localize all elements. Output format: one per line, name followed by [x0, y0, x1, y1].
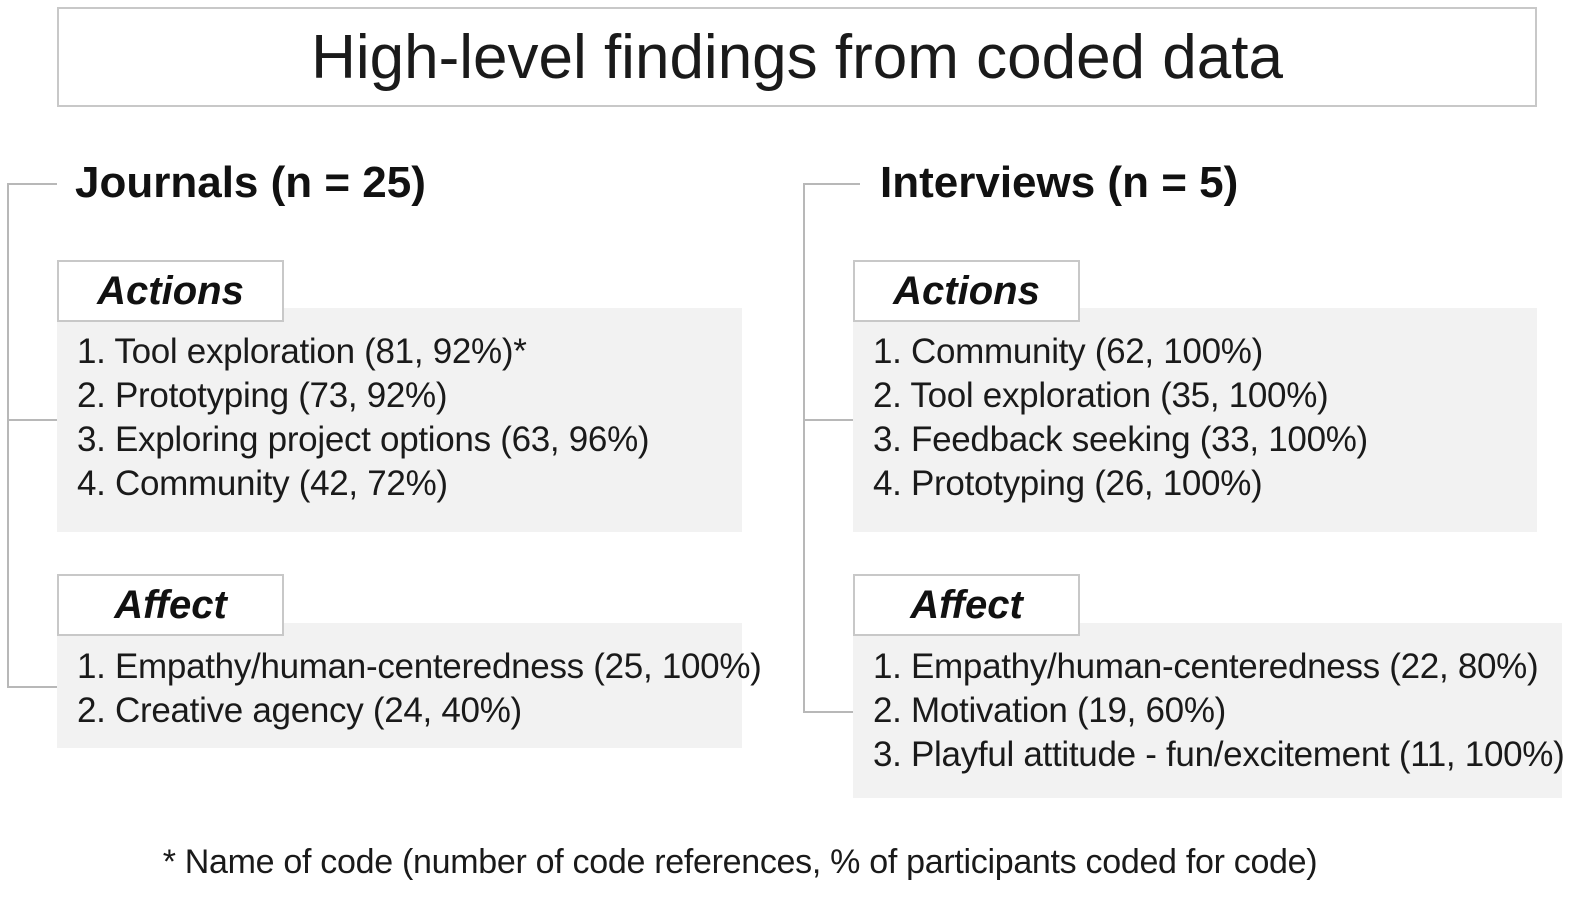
interviews-affect-label: Affect — [853, 574, 1080, 636]
journals-affect-list: 1. Empathy/human-centeredness (25, 100%)… — [57, 623, 762, 748]
list-item: 3. Feedback seeking (33, 100%) — [873, 420, 1368, 459]
list-item: 2. Motivation (19, 60%) — [873, 691, 1226, 730]
diagram-title: High-level findings from coded data — [57, 7, 1537, 107]
list-item: 1. Tool exploration (81, 92%)* — [77, 332, 527, 371]
interviews-actions-label: Actions — [853, 260, 1080, 322]
list-item: 2. Tool exploration (35, 100%) — [873, 376, 1329, 415]
journals-bracket-top — [7, 183, 57, 185]
interviews-branch-affect — [803, 711, 853, 713]
journals-branch-actions — [7, 419, 57, 421]
list-item: 2. Creative agency (24, 40%) — [77, 691, 522, 730]
list-item: 3. Exploring project options (63, 96%) — [77, 420, 650, 459]
journals-bracket-vertical — [7, 183, 9, 688]
list-item: 4. Community (42, 72%) — [77, 464, 448, 503]
interviews-bracket-vertical — [803, 183, 805, 713]
list-item: 1. Community (62, 100%) — [873, 332, 1263, 371]
journals-affect-label: Affect — [57, 574, 284, 636]
interviews-bracket-top — [803, 183, 860, 185]
interviews-heading: Interviews (n = 5) — [880, 158, 1239, 207]
list-item: 1. Empathy/human-centeredness (25, 100%) — [77, 647, 762, 686]
list-item: 1. Empathy/human-centeredness (22, 80%) — [873, 647, 1539, 686]
list-item: 3. Playful attitude - fun/excitement (11… — [873, 735, 1565, 774]
journals-actions-label: Actions — [57, 260, 284, 322]
interviews-branch-actions — [803, 419, 853, 421]
list-item: 4. Prototyping (26, 100%) — [873, 464, 1263, 503]
footnote: * Name of code (number of code reference… — [162, 843, 1318, 881]
journals-branch-affect — [7, 686, 57, 688]
journals-actions-list: 1. Tool exploration (81, 92%)* 2. Protot… — [57, 308, 742, 532]
interviews-actions-list: 1. Community (62, 100%) 2. Tool explorat… — [853, 308, 1537, 532]
list-item: 2. Prototyping (73, 92%) — [77, 376, 448, 415]
journals-heading: Journals (n = 25) — [75, 158, 426, 207]
interviews-affect-list: 1. Empathy/human-centeredness (22, 80%) … — [853, 623, 1565, 798]
